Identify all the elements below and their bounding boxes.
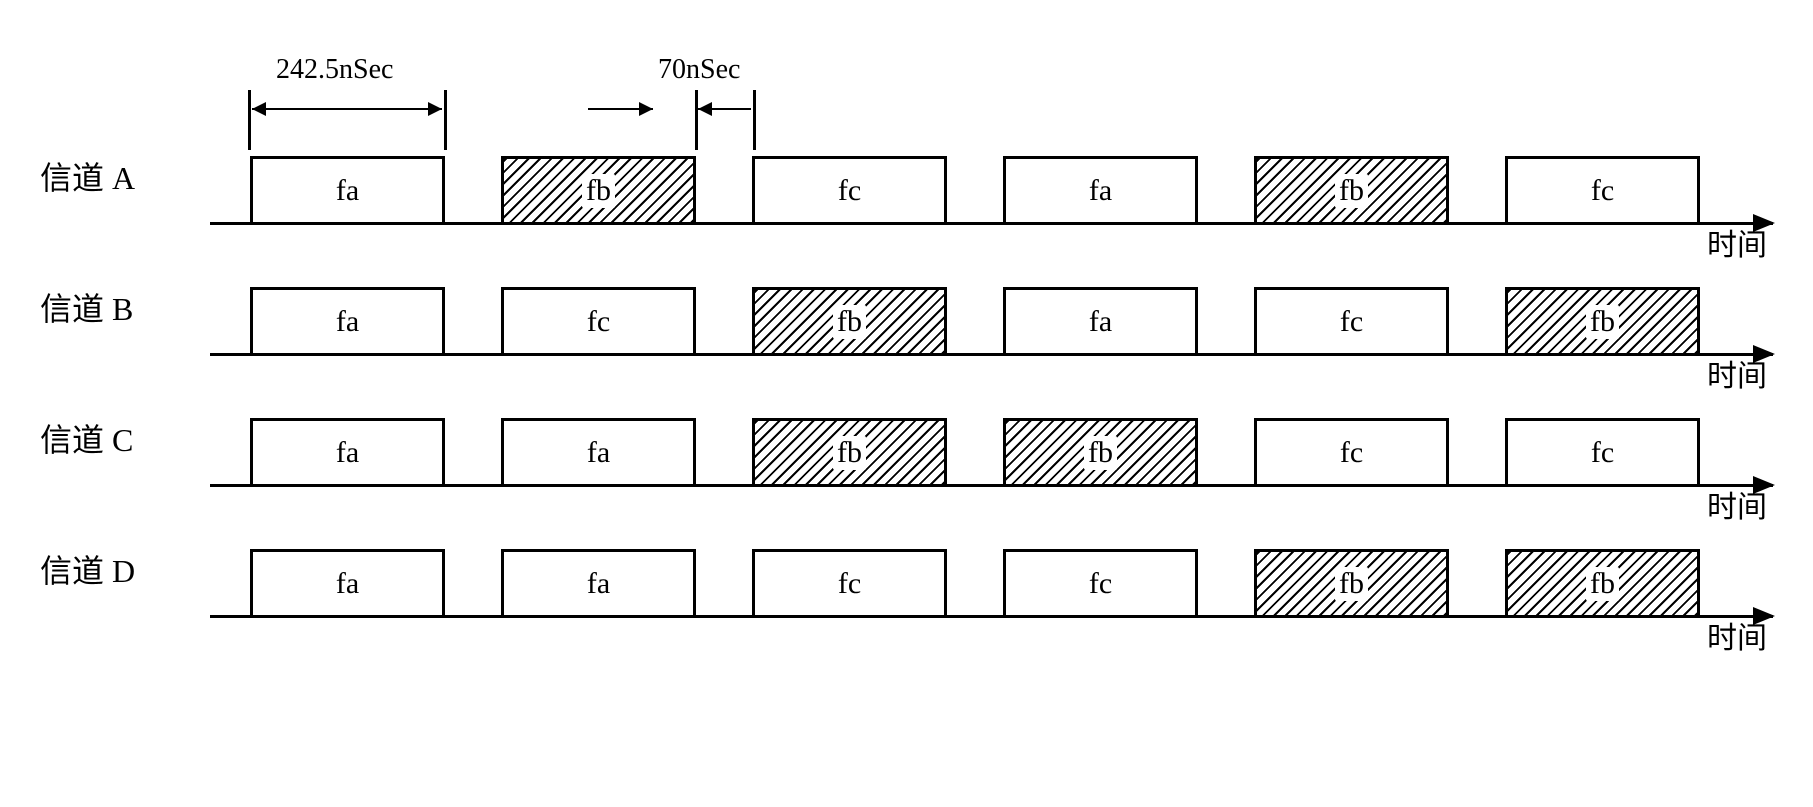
- timeline-axis: fafafbfbfcfc时间: [210, 392, 1773, 487]
- time-slot: fa: [250, 418, 445, 484]
- dimension-annotations: 242.5nSec 70nSec: [210, 60, 1773, 140]
- slot-label: fc: [1591, 436, 1614, 470]
- slot-duration-arrow: [252, 108, 442, 110]
- time-slot: fb: [752, 287, 947, 353]
- slot-label: fb: [833, 436, 866, 470]
- time-slot: fb: [1505, 287, 1700, 353]
- channel-row: 信道 Afafbfcfafbfc时间: [40, 130, 1773, 225]
- axis-label: 时间: [1707, 220, 1767, 264]
- slot-label: fa: [1089, 305, 1112, 339]
- slot-label: fb: [1586, 305, 1619, 339]
- slot-label: fb: [1586, 567, 1619, 601]
- time-slot: fb: [752, 418, 947, 484]
- time-slot: fa: [250, 549, 445, 615]
- slot-label: fa: [587, 436, 610, 470]
- slot-label: fa: [1089, 174, 1112, 208]
- slot-label: fc: [1089, 567, 1112, 601]
- slot-label: fb: [582, 174, 615, 208]
- gap-arrow-in-left: [588, 108, 653, 110]
- slot-label: fc: [1340, 436, 1363, 470]
- slot-label: fb: [1084, 436, 1117, 470]
- axis-label: 时间: [1707, 482, 1767, 526]
- gap-duration-label: 70nSec: [658, 54, 740, 86]
- time-slot: fb: [1254, 549, 1449, 615]
- slot-label: fb: [1335, 174, 1368, 208]
- gap-arrow-in-right: [698, 108, 751, 110]
- channel-row: 信道 Dfafafcfcfbfb时间: [40, 523, 1773, 618]
- timeline-axis: fafbfcfafbfc时间: [210, 130, 1773, 225]
- slot-label: fb: [1335, 567, 1368, 601]
- time-slot: fa: [1003, 156, 1198, 222]
- time-slot: fc: [1505, 156, 1700, 222]
- channel-label: 信道 D: [40, 546, 210, 592]
- timeline-axis: fafafcfcfbfb时间: [210, 523, 1773, 618]
- time-slot: fa: [501, 549, 696, 615]
- channel-row: 信道 Bfafcfbfafcfb时间: [40, 261, 1773, 356]
- slot-label: fc: [1591, 174, 1614, 208]
- time-slot: fc: [1505, 418, 1700, 484]
- channel-label: 信道 B: [40, 284, 210, 330]
- slot-label: fa: [336, 174, 359, 208]
- time-slot: fc: [1254, 418, 1449, 484]
- timing-diagram: 242.5nSec 70nSec 信道 Afafbfcfafbfc时间信道 Bf…: [40, 60, 1773, 618]
- channel-label: 信道 A: [40, 153, 210, 199]
- channel-label: 信道 C: [40, 415, 210, 461]
- slot-label: fa: [587, 567, 610, 601]
- time-slot: fb: [1254, 156, 1449, 222]
- time-slot: fb: [1505, 549, 1700, 615]
- axis-label: 时间: [1707, 613, 1767, 657]
- time-slot: fc: [752, 549, 947, 615]
- slot-label: fa: [336, 305, 359, 339]
- slot-label: fc: [838, 174, 861, 208]
- slot-label: fa: [336, 567, 359, 601]
- axis-label: 时间: [1707, 351, 1767, 395]
- time-slot: fc: [1254, 287, 1449, 353]
- timeline-axis: fafcfbfafcfb时间: [210, 261, 1773, 356]
- slot-label: fc: [587, 305, 610, 339]
- channel-row: 信道 Cfafafbfbfcfc时间: [40, 392, 1773, 487]
- slot-label: fa: [336, 436, 359, 470]
- time-slot: fc: [752, 156, 947, 222]
- slot-label: fc: [838, 567, 861, 601]
- time-slot: fb: [1003, 418, 1198, 484]
- slot-label: fc: [1340, 305, 1363, 339]
- time-slot: fa: [250, 156, 445, 222]
- time-slot: fc: [1003, 549, 1198, 615]
- slot-duration-label: 242.5nSec: [276, 54, 393, 86]
- time-slot: fb: [501, 156, 696, 222]
- time-slot: fa: [1003, 287, 1198, 353]
- time-slot: fa: [250, 287, 445, 353]
- time-slot: fc: [501, 287, 696, 353]
- slot-label: fb: [833, 305, 866, 339]
- time-slot: fa: [501, 418, 696, 484]
